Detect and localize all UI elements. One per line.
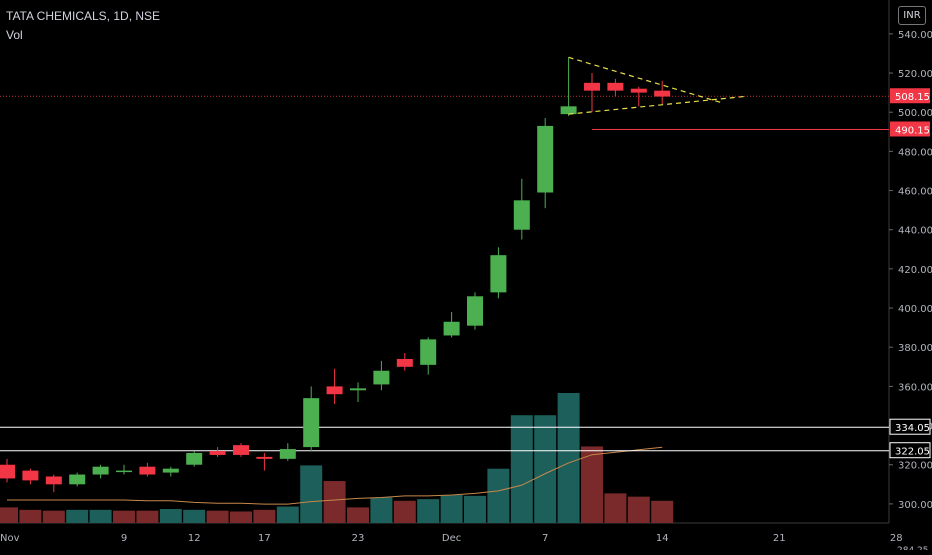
volume-bar [651,500,674,523]
candle-body [467,296,483,326]
volume-bar [206,510,229,523]
candle-body [233,445,249,455]
candle-body [69,474,86,485]
x-tick-label: 7 [542,533,548,544]
last-price-label: 508.15 [895,92,930,103]
y-tick-label: 300.00 [898,500,932,511]
chart-title: TATA CHEMICALS, 1D, NSE [6,9,161,23]
volume-bar [183,509,206,523]
candle-body [607,82,624,91]
volume-bar [300,465,323,523]
resistance-price-label-bg [890,121,930,137]
support-price-label: 322.05 [895,447,930,458]
volume-bar [159,509,182,523]
volume-bar [534,415,557,523]
x-tick-label: Dec [442,533,461,544]
y-tick-label: 320.00 [898,461,932,472]
y-tick-label: 440.00 [898,226,932,237]
volume-bar [557,393,580,523]
candle-body [420,339,437,365]
candle-body [373,370,390,385]
candle-body [584,82,600,91]
volume-bar [487,468,510,523]
x-tick-label: 14 [656,533,669,544]
volume-bar [347,507,369,523]
candle-body [162,468,179,473]
support-price-label: 334.05 [895,423,930,434]
volume-bar [89,509,112,523]
candle-body [303,398,320,448]
candle-body [396,358,413,367]
candle-body [513,200,530,230]
x-tick-label: 28 [890,533,903,544]
volume-bar [113,510,135,523]
volume-bar [323,481,346,523]
y-tick-label: 500.00 [898,108,932,119]
volume-bar [42,510,65,523]
volume-bar [66,509,89,523]
y-tick-label: 460.00 [898,187,932,198]
x-tick-label: Nov [0,533,20,544]
candle-body [186,452,203,465]
candle-body [350,388,366,391]
candle-body [22,470,39,481]
y-tick-label: 400.00 [898,304,932,315]
candle-body [45,476,62,485]
last-price-label-bg [890,88,930,104]
candle-body [279,449,296,459]
candle-body [116,470,132,473]
volume-bar [581,446,603,523]
x-tick-label: 9 [121,533,127,544]
candle-body [139,466,156,475]
currency-button[interactable]: INR [898,6,926,25]
volume-bar [136,510,159,523]
volume-bar [276,506,299,523]
volume-bar [464,495,486,523]
volume-indicator-label: Vol [6,28,23,42]
y-tick-label: 380.00 [898,343,932,354]
volume-bar [440,495,463,523]
candle-body [326,386,343,395]
volume-bar [393,500,416,523]
volume-bar [230,511,252,523]
triangle-upper-trendline [568,56,721,103]
candle-body [209,451,226,455]
y-tick-label: 520.00 [898,69,932,80]
volume-bar [253,509,276,523]
candle-body [630,88,647,93]
support-price-label-bg [889,418,931,435]
triangle-lower-trendline [568,95,745,115]
bottom-price-label: 284.25 [897,546,929,550]
candle-body [0,464,15,479]
candle-body [654,90,671,97]
support-price-label-bg [889,442,931,459]
candle-body [92,466,109,475]
volume-bar [627,496,650,523]
volume-bar [604,493,627,523]
y-tick-label: 540.00 [898,30,932,41]
candle-body [256,456,273,459]
candle-body [560,106,577,115]
resistance-price-label: 490.15 [895,125,930,136]
y-tick-label: 480.00 [898,147,932,158]
candle-body [490,255,507,293]
volume-bar [370,497,393,523]
y-tick-label: 360.00 [898,382,932,393]
x-tick-label: 12 [188,533,201,544]
candle-body [537,125,554,193]
volume-bar [19,509,42,523]
volume-bar [510,415,533,523]
x-tick-label: 23 [352,533,365,544]
volume-bar [0,507,18,523]
candle-body [443,321,460,336]
volume-bar [417,499,440,523]
volume-ma-line [7,446,663,505]
y-tick-label: 420.00 [898,265,932,276]
x-tick-label: 17 [258,533,271,544]
x-tick-label: 21 [773,533,786,544]
